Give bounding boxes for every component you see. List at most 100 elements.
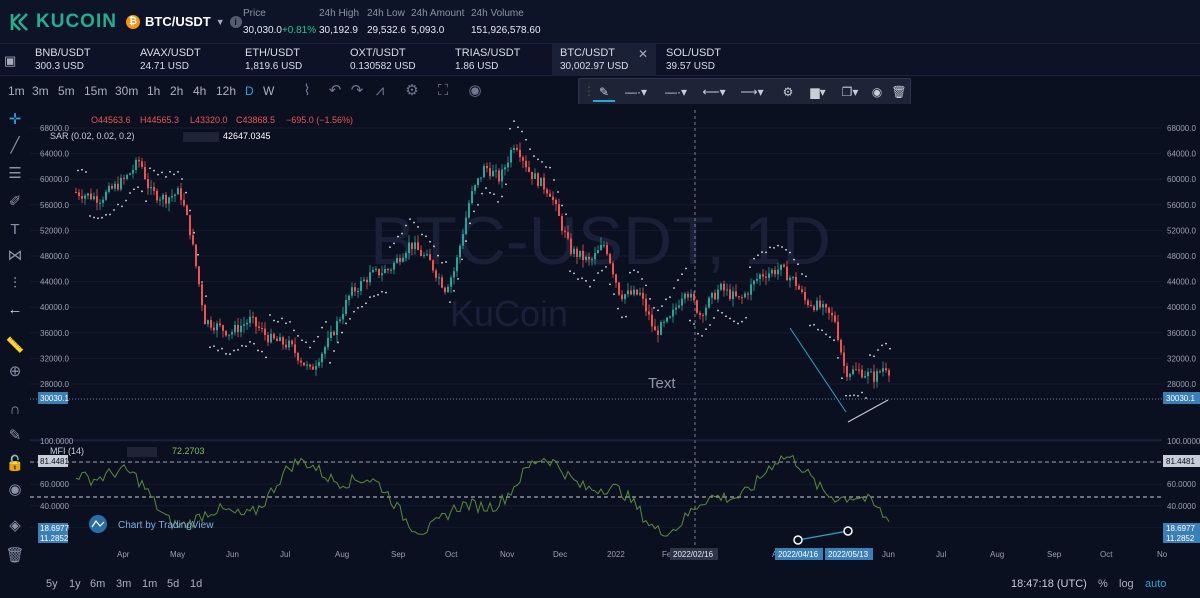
- brush-icon[interactable]: ✐: [8, 193, 22, 210]
- sar-controls[interactable]: [183, 132, 219, 142]
- unlock-icon[interactable]: 🔓: [5, 455, 25, 472]
- line-end-icon[interactable]: ⟶▾: [740, 85, 764, 99]
- candle-body: [123, 177, 125, 179]
- gear-icon[interactable]: ⚙: [782, 85, 794, 99]
- drag-handle-icon[interactable]: ⋮: [583, 84, 595, 98]
- pattern-icon[interactable]: ⋈: [7, 247, 23, 264]
- close-tab-icon[interactable]: ✕: [637, 47, 648, 61]
- tab-avax-usdt[interactable]: AVAX/USDT 24.71 USD: [140, 47, 201, 72]
- tf-12h[interactable]: 12h: [216, 84, 237, 98]
- range-3m[interactable]: 3m: [116, 578, 132, 590]
- sar-dot: [265, 356, 267, 359]
- tab-bnb-usdt[interactable]: BNB/USDT 300.3 USD: [35, 47, 91, 72]
- line-style-icon[interactable]: ⟵▾: [702, 85, 726, 99]
- crosshair-icon[interactable]: ✛: [8, 111, 22, 128]
- auto-scale-toggle[interactable]: auto: [1145, 578, 1167, 590]
- tab-trias-usdt[interactable]: TRIAS/USDT 1.86 USD: [455, 47, 521, 72]
- mfi-point-2[interactable]: [843, 526, 853, 536]
- candle-body: [435, 270, 437, 278]
- settings-icon[interactable]: ⚙: [405, 82, 419, 99]
- trash-icon[interactable]: 🗑: [891, 85, 907, 99]
- candle-body: [873, 371, 875, 382]
- chart-type-icon[interactable]: ⩘: [375, 82, 385, 99]
- candle-body: [429, 254, 431, 261]
- tf-2h[interactable]: 2h: [170, 84, 184, 98]
- price-chart[interactable]: BTC-USDT, 1D KuCoin Text O44563.6 H44565…: [30, 104, 1200, 576]
- candle-body: [162, 194, 164, 200]
- sar-dot: [397, 235, 399, 238]
- range-1y[interactable]: 1y: [69, 578, 81, 590]
- screenshot-icon[interactable]: ◉: [468, 82, 482, 99]
- undo-icon[interactable]: ↶: [328, 82, 342, 99]
- ruler-icon[interactable]: 📏: [5, 337, 25, 354]
- text-icon[interactable]: T: [10, 221, 20, 238]
- tf-15m[interactable]: 15m: [84, 84, 108, 98]
- layer-icon[interactable]: ▆▾: [810, 85, 826, 99]
- kucoin-logo[interactable]: KUCOIN: [10, 11, 117, 33]
- tf-5m[interactable]: 5m: [58, 84, 75, 98]
- tf-d[interactable]: D: [245, 84, 254, 98]
- candle-body: [384, 269, 386, 274]
- mfi-trend-line[interactable]: [797, 530, 849, 541]
- back-arrow-icon[interactable]: ←: [7, 301, 23, 318]
- candle-body: [129, 173, 131, 175]
- candle-body: [192, 235, 194, 245]
- tf-4h[interactable]: 4h: [193, 84, 207, 98]
- stay-drawing-icon[interactable]: ✎: [8, 427, 22, 444]
- magnet-icon[interactable]: ∩: [9, 401, 21, 418]
- tab-oxt-usdt[interactable]: OXT/USDT 0.130582 USD: [350, 47, 416, 72]
- delete-icon[interactable]: 🗑: [5, 547, 25, 564]
- indicators-icon[interactable]: ⌇: [303, 82, 311, 99]
- fullscreen-icon[interactable]: ⛶: [437, 82, 449, 99]
- sar-label[interactable]: SAR (0.02, 0.02, 0.2): [50, 131, 135, 141]
- tf-1h[interactable]: 1h: [147, 84, 161, 98]
- candle-body: [93, 196, 95, 200]
- clone-icon[interactable]: ❐▾: [841, 85, 859, 99]
- grid-icon[interactable]: ▣: [4, 53, 17, 68]
- trend-line-drawing-2[interactable]: [847, 399, 889, 423]
- range-1d[interactable]: 1d: [190, 578, 203, 590]
- range-5y[interactable]: 5y: [46, 578, 58, 590]
- line-color-icon[interactable]: —·▾: [624, 85, 648, 99]
- layers-icon[interactable]: ◈: [9, 517, 21, 534]
- range-5d[interactable]: 5d: [167, 578, 180, 590]
- lock-icon[interactable]: [829, 82, 851, 102]
- price-axis-tick: 60000.0: [1167, 175, 1196, 184]
- sar-dot: [869, 354, 871, 356]
- candle-body: [447, 286, 449, 293]
- trend-line-drawing[interactable]: [789, 327, 847, 413]
- info-icon[interactable]: i: [229, 15, 242, 28]
- trend-line-icon[interactable]: ╱: [10, 137, 20, 154]
- range-6m[interactable]: 6m: [90, 578, 106, 590]
- text-annotation[interactable]: Text: [648, 375, 676, 392]
- tf-30m[interactable]: 30m: [115, 84, 139, 98]
- tradingview-attribution[interactable]: Chart by TradingView: [89, 515, 214, 533]
- pencil-icon[interactable]: ✎: [593, 82, 615, 102]
- candle-body: [420, 250, 422, 256]
- eye-icon[interactable]: ◉: [8, 481, 22, 498]
- tf-3m[interactable]: 3m: [32, 84, 49, 98]
- tf-1m[interactable]: 1m: [8, 84, 25, 98]
- zoom-in-icon[interactable]: ⊕: [8, 363, 22, 380]
- utc-clock[interactable]: 18:47:18 (UTC): [1011, 578, 1087, 590]
- candle-body: [489, 168, 491, 177]
- tab-btc-usdt[interactable]: BTC/USDT 30,002.97 USD ✕: [552, 44, 656, 76]
- mfi-point-1[interactable]: [793, 535, 803, 545]
- candle-body: [477, 178, 479, 186]
- sar-dot: [849, 394, 851, 397]
- fib-icon[interactable]: ☰: [8, 165, 22, 182]
- redo-icon[interactable]: ↷: [350, 82, 364, 99]
- line-width-icon[interactable]: —·▾: [664, 85, 688, 99]
- visibility-icon[interactable]: ◉: [871, 85, 883, 99]
- percent-scale-toggle[interactable]: %: [1098, 578, 1108, 590]
- mfi-controls[interactable]: [127, 447, 157, 457]
- sar-dot: [485, 187, 487, 189]
- pair-selector[interactable]: ₿ BTC/USDT ▼ i: [126, 14, 242, 29]
- range-1m[interactable]: 1m: [142, 578, 158, 590]
- prediction-icon[interactable]: ⫶: [13, 275, 17, 292]
- tab-eth-usdt[interactable]: ETH/USDT 1,819.6 USD: [245, 47, 303, 72]
- tab-sol-usdt[interactable]: SOL/USDT 39.57 USD: [666, 47, 722, 72]
- log-scale-toggle[interactable]: log: [1119, 578, 1134, 590]
- mfi-label[interactable]: MFI (14): [50, 446, 84, 456]
- tf-w[interactable]: W: [263, 84, 275, 98]
